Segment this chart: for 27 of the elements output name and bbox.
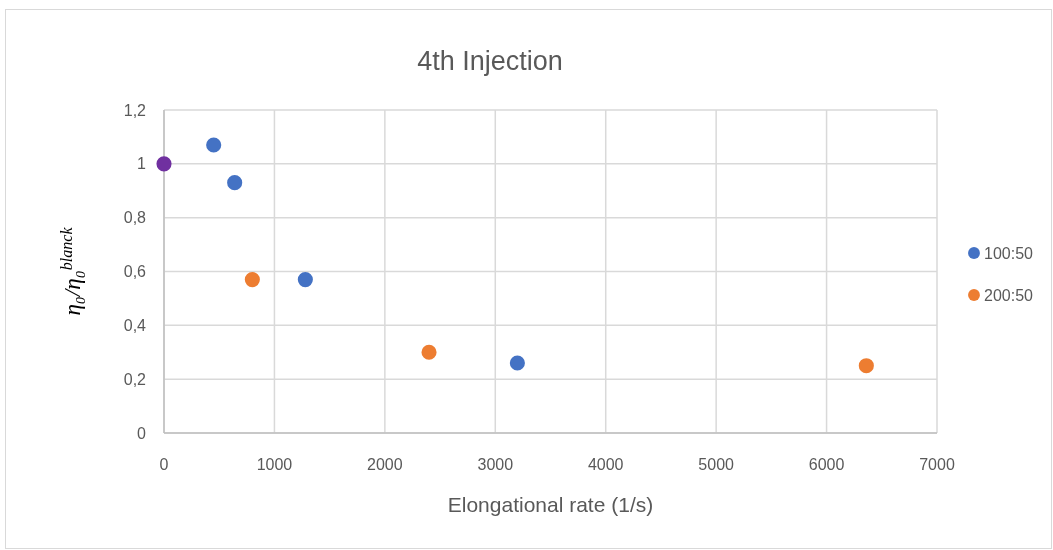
point — [858, 358, 874, 374]
y-tick-label: 1,2 — [123, 101, 147, 119]
y-tick-label: 0,2 — [123, 370, 147, 388]
x-tick-label: 7000 — [919, 456, 955, 473]
point — [227, 175, 243, 191]
point — [509, 355, 525, 371]
x-tick-label: 2000 — [367, 456, 403, 473]
y-tick-label: 0,8 — [123, 209, 147, 227]
x-tick-label: 0 — [159, 456, 169, 473]
y-tick-label: 0 — [137, 424, 147, 442]
x-tick-label: 3000 — [477, 456, 514, 473]
x-tick-label: 4000 — [587, 456, 624, 473]
legend-label: 200:50 — [984, 287, 1034, 304]
point — [421, 344, 437, 360]
legend-label: 100:50 — [984, 245, 1034, 262]
point — [206, 137, 222, 153]
point — [156, 156, 172, 172]
point — [244, 272, 260, 288]
x-axis-title: Elongational rate (1/s) — [447, 493, 654, 516]
y-tick-label: 1 — [137, 155, 147, 173]
point — [297, 272, 313, 288]
x-tick-label: 5000 — [698, 456, 735, 473]
x-tick-label: 1000 — [256, 456, 293, 473]
x-tick-label: 6000 — [808, 456, 845, 473]
chart-title: 4th Injection — [417, 46, 563, 76]
y-tick-label: 0,4 — [123, 316, 147, 334]
y-tick-label: 0,6 — [123, 263, 147, 281]
